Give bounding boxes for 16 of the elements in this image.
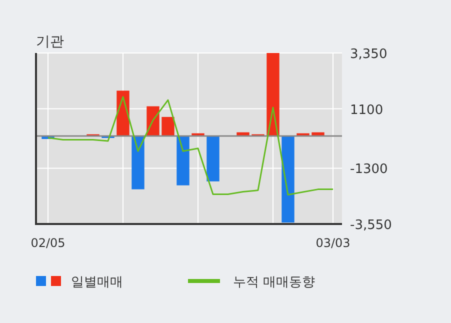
y-tick-label: 3,350 <box>350 47 388 62</box>
bar <box>266 53 280 136</box>
bar <box>176 136 190 186</box>
line-series <box>47 96 334 196</box>
x-tick-label: 02/05 <box>30 236 66 250</box>
bar <box>282 136 294 223</box>
chart-title: 기관 <box>36 34 64 50</box>
y-tick-label: 1100 <box>350 102 384 118</box>
legend-label: 누적 매매동향 <box>233 275 316 290</box>
legend-label: 일별매매 <box>71 275 123 290</box>
y-tick-label: -3,550 <box>350 218 392 233</box>
bar <box>162 116 174 136</box>
bar <box>132 136 144 190</box>
x-tick-label: 03/03 <box>316 236 350 250</box>
y-tick-label: -1300 <box>350 162 388 178</box>
bar <box>206 136 220 182</box>
